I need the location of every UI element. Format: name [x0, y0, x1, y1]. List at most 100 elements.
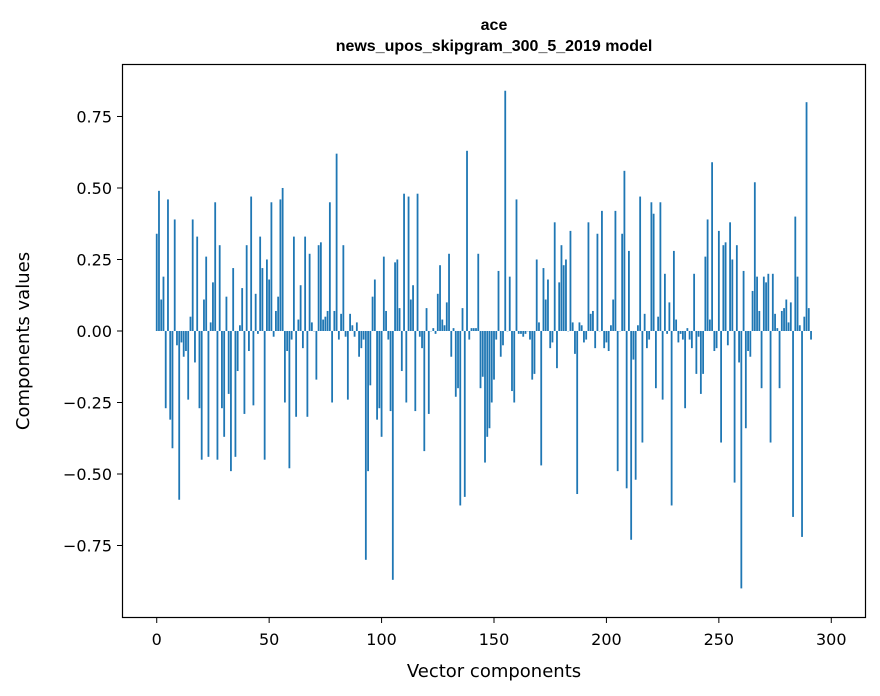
bar-component-247: [711, 162, 713, 331]
bar-component-83: [342, 245, 345, 331]
bar-component-20: [200, 330, 203, 460]
bar-component-194: [592, 310, 594, 331]
bar-component-81: [337, 330, 340, 340]
bar-component-0: [155, 233, 158, 331]
y-tick-label: 0.00: [76, 322, 112, 341]
bar-component-73: [319, 242, 322, 331]
bar-component-13: [185, 330, 187, 352]
bar-component-7: [171, 330, 174, 449]
bar-component-211: [630, 330, 633, 540]
bar-component-31: [225, 296, 228, 331]
bar-component-143: [477, 253, 480, 331]
bar-component-223: [657, 316, 660, 331]
chart-title-line1: ace: [481, 17, 508, 34]
bar-component-23: [207, 330, 210, 457]
y-tick-label: −0.75: [63, 536, 112, 555]
bar-component-68: [308, 253, 311, 331]
bar-component-200: [605, 330, 608, 343]
bar-component-38: [241, 288, 244, 331]
bar-component-144: [479, 330, 482, 389]
bar-component-224: [659, 202, 662, 331]
bar-component-44: [254, 293, 257, 331]
bar-component-235: [684, 330, 687, 409]
bar-component-152: [497, 270, 500, 331]
bar-component-95: [369, 330, 372, 386]
bar-component-186: [574, 330, 576, 354]
x-tick-label: 100: [366, 630, 397, 649]
bar-component-221: [652, 213, 655, 331]
bar-component-289: [805, 102, 808, 331]
bar-component-163: [522, 330, 525, 337]
bar-component-185: [571, 322, 574, 331]
bar-component-67: [306, 330, 309, 417]
bar-component-234: [681, 330, 684, 340]
bar-component-58: [286, 330, 289, 352]
bar-component-96: [371, 296, 374, 331]
bar-component-61: [292, 236, 295, 331]
bar-component-19: [198, 330, 201, 409]
bar-component-80: [335, 153, 338, 331]
bar-component-181: [562, 265, 565, 331]
bar-component-172: [542, 268, 545, 331]
bar-component-9: [176, 330, 178, 346]
bar-component-63: [297, 319, 300, 331]
bar-component-134: [457, 330, 459, 389]
bar-component-274: [771, 273, 774, 331]
bar-component-154: [502, 330, 504, 346]
bar-component-204: [614, 210, 617, 331]
bar-component-111: [405, 330, 408, 403]
bar-component-74: [322, 319, 325, 331]
y-tick-label: −0.50: [63, 465, 112, 484]
bar-component-231: [675, 319, 678, 331]
bar-component-129: [445, 302, 448, 331]
bar-component-45: [257, 330, 259, 334]
bar-component-160: [515, 199, 518, 331]
bar-component-285: [796, 276, 799, 331]
bar-component-102: [385, 310, 387, 331]
bar-component-72: [317, 245, 320, 331]
bar-component-276: [776, 328, 779, 331]
bar-component-17: [194, 330, 196, 363]
bar-component-166: [529, 330, 531, 340]
bar-component-97: [373, 279, 376, 331]
bar-component-35: [234, 330, 237, 457]
bar-component-137: [463, 330, 466, 497]
bar-component-48: [263, 330, 266, 460]
bar-component-62: [295, 330, 298, 417]
bar-component-108: [398, 308, 401, 331]
bar-component-47: [261, 268, 264, 331]
bar-component-255: [729, 222, 731, 331]
x-axis-ticks: 0 50 100 150 200 250 300: [152, 617, 847, 649]
bar-component-271: [765, 282, 767, 331]
bar-component-18: [196, 236, 199, 331]
y-axis-ticks: −0.75 −0.50 −0.25 0.00 0.25 0.50 0.75: [63, 107, 123, 555]
bar-component-287: [801, 330, 803, 537]
bar-component-178: [556, 330, 558, 369]
bar-component-214: [637, 325, 639, 331]
bar-component-179: [558, 282, 561, 331]
x-tick-label: 0: [152, 630, 162, 649]
bar-component-50: [268, 279, 271, 331]
bar-component-176: [551, 330, 554, 343]
bar-component-82: [340, 313, 342, 331]
bar-component-158: [511, 330, 513, 392]
bar-component-87: [351, 325, 354, 331]
bar-component-15: [189, 316, 192, 331]
bar-component-257: [733, 330, 736, 483]
bar-component-220: [650, 202, 653, 331]
bar-component-267: [756, 276, 758, 331]
bar-component-25: [212, 282, 214, 331]
bar-component-239: [693, 273, 696, 331]
bar-component-93: [364, 330, 367, 560]
bar-component-213: [634, 330, 637, 480]
bar-component-113: [409, 299, 412, 331]
bar-component-46: [259, 236, 262, 331]
bar-component-261: [742, 270, 745, 331]
bar-component-99: [378, 330, 381, 409]
bar-component-11: [180, 330, 183, 343]
bar-component-146: [484, 330, 486, 463]
bar-component-101: [382, 256, 385, 331]
bar-component-115: [414, 330, 417, 412]
bar-component-51: [270, 202, 273, 331]
bar-component-77: [328, 202, 331, 331]
